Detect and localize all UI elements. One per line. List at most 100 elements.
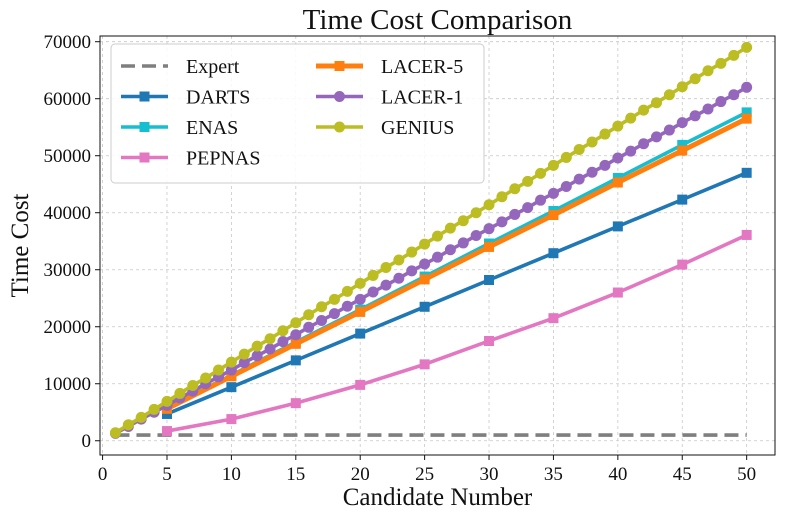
data-point-lacer-1 (522, 202, 534, 214)
legend-label-darts: DARTS (186, 87, 250, 109)
data-point-lacer-5 (612, 177, 623, 188)
legend-marker-enas (139, 122, 150, 132)
legend-box (110, 43, 485, 184)
x-tick-label: 35 (544, 464, 563, 485)
data-point-genius (341, 285, 353, 297)
data-point-lacer-1 (225, 364, 237, 376)
data-point-lacer-1 (650, 131, 662, 143)
data-point-pepnas (226, 414, 237, 425)
data-point-genius (547, 159, 559, 171)
y-tick-label: 0 (82, 431, 92, 452)
data-point-lacer-1 (612, 152, 624, 164)
chart-title: Time Cost Comparison (303, 4, 573, 36)
data-point-genius (586, 136, 598, 148)
data-point-lacer-1 (444, 244, 456, 256)
data-point-darts (290, 355, 301, 366)
data-point-genius (251, 340, 263, 352)
y-tick-label: 10000 (44, 374, 92, 395)
series-pepnas (161, 229, 752, 437)
x-tick-label: 20 (351, 464, 370, 485)
x-tick-label: 5 (162, 464, 172, 485)
data-point-lacer-1 (470, 230, 482, 242)
series-genius (109, 41, 753, 439)
legend-item-pepnas: PEPNAS (121, 148, 260, 170)
data-point-genius (174, 387, 186, 399)
data-point-lacer-1 (741, 81, 753, 93)
data-point-lacer-1 (702, 103, 714, 115)
x-tick-label: 45 (673, 464, 692, 485)
data-point-lacer-5 (677, 145, 688, 156)
data-point-lacer-1 (625, 145, 637, 157)
data-point-lacer-5 (419, 274, 430, 285)
data-point-genius (225, 356, 237, 368)
y-tick-label: 30000 (44, 260, 92, 281)
y-tick-label: 70000 (44, 32, 92, 53)
data-point-lacer-1 (663, 124, 675, 136)
data-point-lacer-1 (303, 321, 315, 333)
data-point-lacer-1 (290, 329, 302, 341)
legend-item-darts: DARTS (121, 87, 250, 109)
data-point-lacer-1 (367, 286, 379, 298)
data-point-genius (200, 372, 212, 384)
data-point-genius (625, 112, 637, 124)
data-point-enas (677, 139, 688, 150)
x-tick-label: 0 (98, 464, 108, 485)
data-point-lacer-1 (586, 166, 598, 178)
data-point-genius (393, 254, 405, 266)
data-point-genius (148, 403, 160, 415)
data-point-lacer-1 (380, 279, 392, 291)
legend-label-expert: Expert (186, 56, 240, 78)
x-tick-label: 10 (222, 464, 241, 485)
legend-label-lacer-5: LACER-5 (381, 56, 463, 78)
legend-marker-lacer-1 (334, 91, 345, 102)
data-point-pepnas (677, 259, 688, 270)
data-point-genius (573, 143, 585, 155)
data-point-genius (728, 49, 740, 61)
data-point-lacer-1 (676, 117, 688, 129)
data-point-genius (161, 395, 173, 407)
data-point-genius (109, 427, 121, 439)
data-point-lacer-5 (290, 338, 301, 349)
data-point-lacer-5 (484, 241, 495, 252)
data-point-pepnas (484, 335, 495, 346)
data-point-genius (483, 199, 495, 211)
data-point-darts (677, 194, 688, 205)
data-point-pepnas (161, 426, 172, 437)
data-point-genius (432, 230, 443, 242)
data-point-genius (419, 238, 431, 250)
series-line-darts (166, 171, 748, 416)
data-point-enas (741, 107, 752, 118)
data-point-genius (560, 151, 572, 163)
data-point-lacer-1 (715, 96, 727, 108)
data-point-genius (612, 120, 624, 132)
legend-marker-pepnas (139, 152, 150, 163)
data-point-darts (355, 328, 366, 339)
data-point-genius (354, 277, 366, 289)
data-point-darts (161, 408, 172, 419)
data-point-genius (650, 97, 662, 109)
data-point-lacer-5 (226, 371, 237, 382)
data-point-genius (187, 379, 199, 391)
x-tick-label: 15 (286, 464, 305, 485)
data-point-lacer-1 (328, 308, 340, 320)
x-tick-label: 30 (480, 464, 499, 485)
data-point-lacer-1 (393, 272, 405, 284)
data-point-genius (316, 301, 328, 313)
series-line-pepnas (166, 233, 748, 433)
data-point-lacer-1 (419, 258, 431, 270)
data-point-lacer-1 (535, 194, 547, 206)
y-tick-label: 60000 (44, 89, 92, 110)
data-point-genius (522, 175, 534, 187)
legend: Expert DARTS ENAS PEPNAS LACER-5 LACER-1 GENIU… (110, 43, 485, 184)
data-point-lacer-1 (599, 159, 611, 171)
data-point-darts (741, 167, 752, 178)
legend-item-enas: ENAS (121, 117, 238, 139)
data-point-lacer-1 (547, 187, 559, 199)
data-point-lacer-1 (238, 357, 250, 369)
legend-marker-genius (334, 121, 345, 133)
data-point-genius (444, 222, 456, 234)
y-tick-label: 50000 (44, 146, 92, 167)
data-point-darts (484, 274, 495, 285)
data-point-genius (535, 167, 547, 179)
data-point-genius (470, 207, 482, 219)
